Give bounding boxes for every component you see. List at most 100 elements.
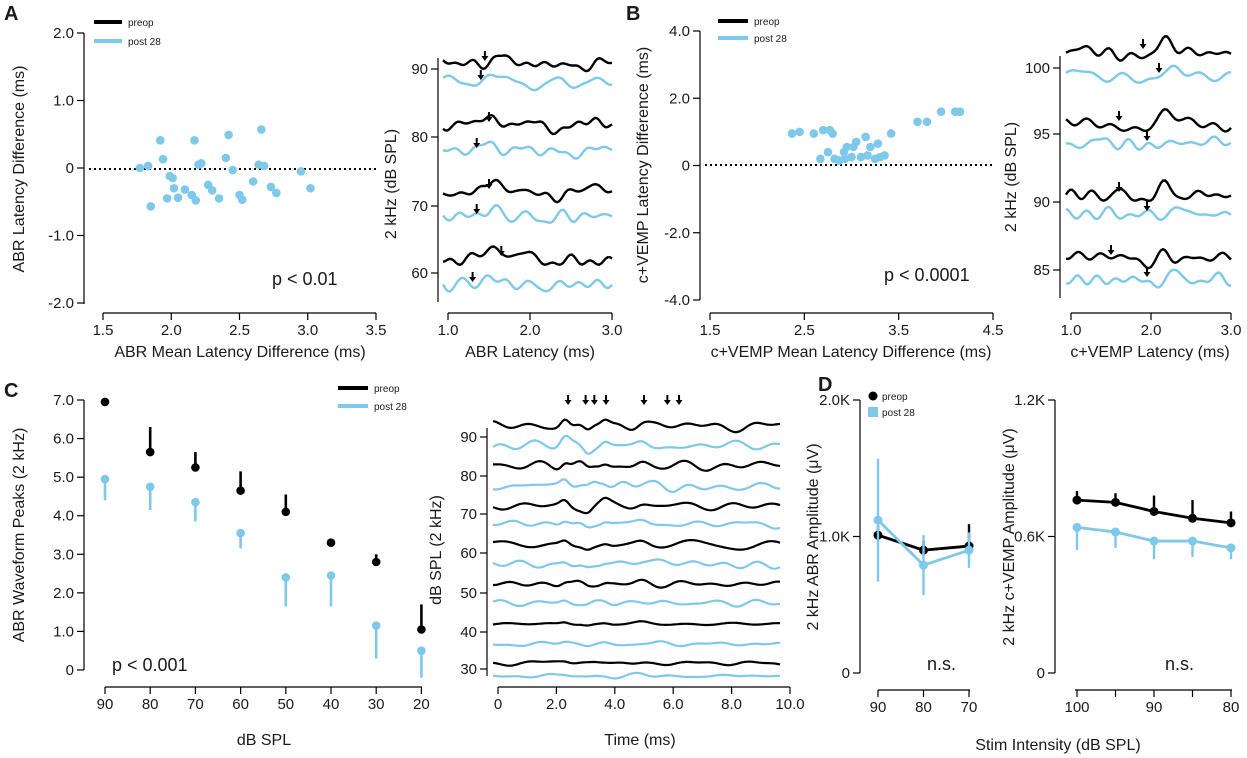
data-point-preop [1149, 506, 1159, 516]
down-arrow-icon [1142, 130, 1152, 142]
data-point-preop [1226, 518, 1236, 528]
tc-ytick-label: 80 [460, 468, 477, 485]
scatter-point [237, 195, 247, 205]
legend-a: preop post 28 [94, 18, 161, 48]
legend-c: preop post 28 [338, 384, 407, 413]
data-point-post [417, 646, 426, 656]
annotation-ns-d2: n.s. [1165, 654, 1194, 674]
p-value-b: p < 0.0001 [884, 265, 970, 285]
a-ytick-label: 2.0 [53, 25, 74, 42]
waveform-post [493, 518, 781, 530]
c-ytick-label: 6.0 [53, 431, 74, 448]
down-arrow-icon [468, 271, 478, 283]
legend-d: preop post 28 [868, 391, 915, 419]
tc-xtick-label: 4.0 [604, 696, 625, 713]
d1-xtick-label: 80 [915, 699, 932, 716]
waveform-preop [442, 178, 613, 204]
scatter-point [886, 129, 896, 138]
waveform-post [492, 478, 781, 493]
scatter-point [228, 165, 237, 175]
data-point-preop [1072, 495, 1082, 505]
data-point-post [1226, 543, 1236, 553]
legend-label-post-d: post 28 [882, 408, 915, 419]
waveform-preop [442, 245, 613, 267]
scatter-point [875, 152, 885, 162]
abr-amplitude-d: 2.0K 1.0K 0 90 80 70 2 kHz ABR Amplitude (μV… [805, 392, 977, 716]
legend-label-post: post 28 [128, 37, 161, 48]
c-xtick-label: 90 [97, 696, 114, 713]
tb-ytick-label: 90 [1033, 194, 1050, 211]
down-arrow-icon [1106, 244, 1116, 256]
a-xtick-label: 3.0 [297, 322, 318, 339]
scatter-point [809, 129, 819, 138]
down-arrow-icon [601, 394, 611, 406]
scatter-point [135, 163, 145, 173]
data-point-post [919, 560, 928, 570]
waveform-preop [1065, 35, 1232, 62]
tc-ytick-label: 60 [460, 545, 477, 562]
c-xtick-label: 60 [232, 696, 249, 713]
scatter-point [866, 142, 875, 152]
waveform-preop [492, 660, 781, 667]
d2-ytick-label: 0 [1037, 665, 1045, 682]
scatter-point [224, 130, 233, 140]
a-xtick-label: 1.5 [93, 322, 114, 339]
d1-xtick-label: 90 [870, 699, 887, 716]
annotation-ns-d1: n.s. [927, 654, 956, 674]
scatter-point [840, 154, 850, 164]
tb-ytick-label: 95 [1033, 126, 1050, 143]
waveform-preop [492, 496, 781, 515]
d2-ytick-label: 0.6K [1014, 529, 1045, 546]
scatter-point [955, 107, 965, 116]
waveforms-c: 90 80 70 60 50 40 30 0 2.0 4.0 6.0 8.0 10.0 dB SPL … [428, 394, 805, 749]
data-point-post [281, 573, 291, 582]
scatter-point [214, 194, 224, 203]
waveform-post [492, 671, 781, 680]
a-xtick-label: 2.0 [161, 322, 182, 339]
down-arrow-icon [639, 394, 649, 406]
y-axis-label-traces-b: 2 kHz (dB SPL) [1003, 122, 1020, 232]
data-point-preop [100, 397, 110, 407]
waveform-preop [1065, 107, 1232, 133]
waveform-preop [493, 459, 781, 472]
ta-xtick-label: 3.0 [602, 322, 623, 339]
panel-label-b: B [626, 3, 640, 25]
scatter-point [180, 185, 190, 194]
c-ytick-label: 4.0 [53, 508, 74, 525]
y-axis-label-b: c+VEMP Latency Difference (ms) [635, 47, 652, 283]
data-point-post [1188, 536, 1197, 546]
y-axis-label-c: ABR Waveform Peaks (2 kHz) [11, 428, 28, 643]
scatter-point [168, 173, 177, 183]
data-point-preop [1188, 513, 1197, 523]
data-point-preop [236, 486, 245, 495]
down-arrow-icon [662, 394, 672, 406]
waveform-post [442, 140, 613, 160]
c-ytick-label: 7.0 [53, 392, 74, 409]
scatter-point [851, 137, 861, 147]
x-axis-label-d: Stim Intensity (dB SPL) [975, 737, 1140, 754]
scatter-point [191, 196, 201, 205]
down-arrow-icon [1138, 38, 1148, 50]
waveform-post [1065, 205, 1232, 222]
ta-ytick-label: 80 [411, 129, 428, 146]
data-point-post [100, 474, 110, 484]
a-ytick-label: 1.0 [53, 93, 74, 110]
waveform-post [442, 73, 613, 92]
waveform-preop [1065, 247, 1232, 270]
legend-b: preop post 28 [718, 17, 787, 45]
waveform-preop [1065, 179, 1232, 203]
down-arrow-icon [581, 394, 591, 406]
ta-ytick-label: 70 [411, 198, 428, 215]
ta-ytick-label: 60 [411, 265, 428, 282]
scatter-point [173, 193, 183, 202]
data-point-post [1072, 522, 1082, 532]
x-axis-label-b: c+VEMP Mean Latency Difference (ms) [711, 344, 992, 361]
scatter-point [863, 151, 872, 160]
b-xtick-label: 2.5 [794, 322, 815, 339]
c-ytick-label: 1.0 [53, 623, 74, 640]
tc-ytick-label: 90 [460, 429, 477, 446]
data-point-post [326, 571, 336, 580]
b-xtick-label: 3.5 [888, 322, 909, 339]
a-xtick-label: 2.5 [229, 322, 250, 339]
